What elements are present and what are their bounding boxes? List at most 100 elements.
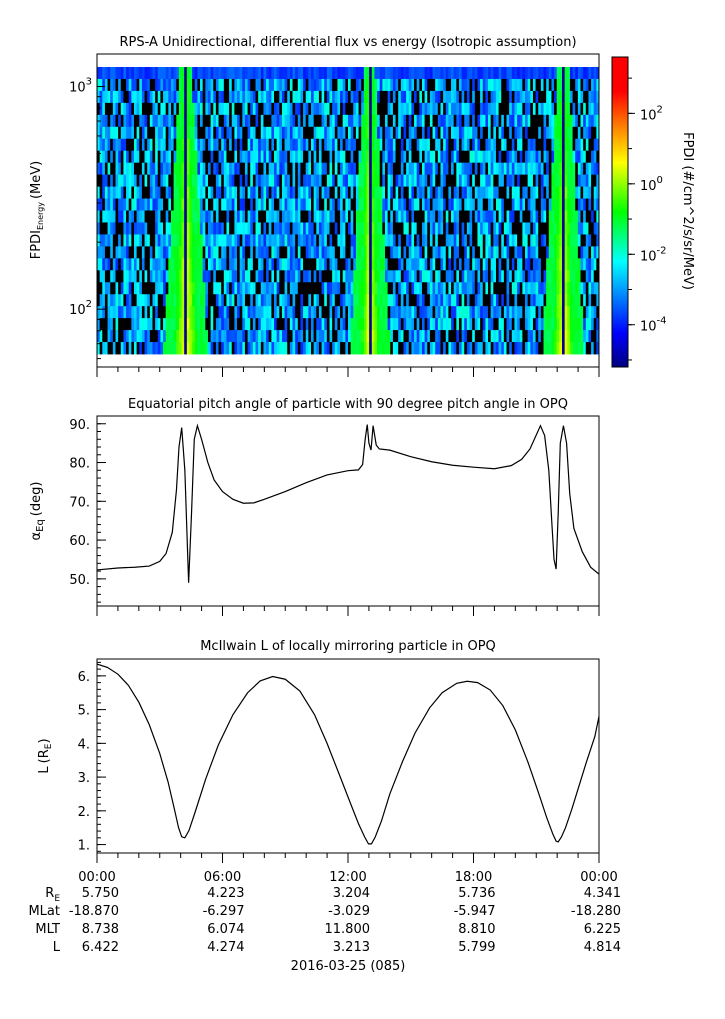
- heatmap-cell: [562, 258, 566, 271]
- heatmap-cell: [514, 210, 518, 223]
- heatmap-cell: [416, 198, 420, 211]
- heatmap-cell: [548, 222, 552, 235]
- heatmap-cell: [303, 222, 307, 235]
- heatmap-cell: [340, 246, 344, 259]
- heatmap-cell: [477, 258, 481, 271]
- heatmap-cell: [448, 306, 452, 319]
- heatmap-cell: [289, 198, 293, 211]
- heatmap-cell: [517, 234, 521, 247]
- heatmap-cell: [569, 258, 573, 271]
- heatmap-cell: [197, 258, 201, 271]
- heatmap-cell: [303, 294, 307, 307]
- heatmap-cell: [583, 67, 587, 80]
- heatmap-cell: [340, 138, 344, 152]
- heatmap-cell: [379, 150, 383, 164]
- heatmap-cell: [519, 342, 523, 355]
- heatmap-cell: [205, 294, 209, 307]
- heatmap-cell: [488, 318, 492, 331]
- heatmap-cell: [178, 90, 182, 104]
- heatmap-cell: [318, 234, 322, 247]
- heatmap-cell: [432, 150, 436, 164]
- heatmap-cell: [366, 222, 370, 235]
- heatmap-cell: [419, 258, 423, 271]
- heatmap-cell: [474, 162, 478, 176]
- heatmap-cell: [247, 126, 251, 140]
- heatmap-cell: [583, 162, 587, 176]
- heatmap-cell: [155, 102, 159, 116]
- heatmap-cell: [139, 306, 143, 319]
- heatmap-cell: [461, 234, 465, 247]
- heatmap-cell: [369, 67, 373, 80]
- heatmap-cell: [318, 138, 322, 152]
- heatmap-cell: [424, 342, 428, 355]
- heatmap-cell: [268, 150, 272, 164]
- heatmap-cell: [480, 306, 484, 319]
- heatmap-cell: [522, 114, 526, 128]
- heatmap-cell: [535, 318, 539, 331]
- heatmap-cell: [274, 186, 278, 199]
- heatmap-cell: [538, 258, 542, 271]
- heatmap-cell: [250, 102, 254, 116]
- heatmap-cell: [464, 246, 468, 259]
- heatmap-cell: [258, 186, 262, 199]
- heatmap-cell: [377, 222, 381, 235]
- y-tick-exp: 3: [86, 77, 92, 88]
- mcilwain-l-line: [97, 663, 599, 845]
- heatmap-cell: [210, 150, 214, 164]
- heatmap-cell: [416, 90, 420, 104]
- heatmap-cell: [141, 222, 145, 235]
- heatmap-cell: [213, 186, 217, 199]
- panel3-ylabel: L(RE): [37, 738, 54, 773]
- heatmap-cell: [215, 234, 219, 247]
- heatmap-cell: [448, 234, 452, 247]
- heatmap-cell: [461, 306, 465, 319]
- heatmap-cell: [440, 150, 444, 164]
- heatmap-cell: [112, 282, 116, 295]
- heatmap-cell: [252, 318, 256, 331]
- heatmap-cell: [170, 150, 175, 164]
- heatmap-cell: [186, 294, 190, 307]
- heatmap-cell: [527, 270, 531, 283]
- heatmap-cell: [443, 126, 447, 140]
- heatmap-cell: [107, 210, 111, 223]
- heatmap-cell: [221, 138, 225, 152]
- heatmap-cell: [115, 114, 119, 128]
- heatmap-cell: [348, 114, 352, 128]
- heatmap-cell: [514, 186, 518, 199]
- heatmap-cell: [437, 210, 441, 223]
- heatmap-cell: [311, 330, 315, 343]
- heatmap-cell: [419, 162, 423, 176]
- heatmap-cell: [575, 138, 579, 152]
- heatmap-cell: [591, 282, 595, 295]
- heatmap-cell: [255, 174, 259, 187]
- heatmap-cell: [303, 234, 307, 247]
- heatmap-cell: [464, 67, 468, 80]
- heatmap-cell: [400, 342, 404, 355]
- heatmap-cell: [530, 210, 534, 223]
- heatmap-cell: [398, 258, 402, 271]
- heatmap-cell: [266, 270, 270, 283]
- heatmap-cell: [337, 306, 341, 319]
- heatmap-cell: [519, 126, 523, 140]
- heatmap-cell: [493, 198, 497, 211]
- heatmap-cell: [128, 234, 132, 247]
- heatmap-cell: [384, 78, 389, 92]
- heatmap-cell: [213, 318, 217, 331]
- heatmap-cell: [178, 282, 182, 295]
- heatmap-cell: [136, 138, 140, 152]
- heatmap-cell: [102, 270, 106, 283]
- heatmap-cell: [107, 330, 111, 343]
- heatmap-cell: [532, 330, 536, 343]
- heatmap-cell: [136, 294, 140, 307]
- heatmap-cell: [387, 270, 391, 283]
- heatmap-cell: [411, 138, 415, 152]
- heatmap-cell: [474, 90, 478, 104]
- heatmap-cell: [474, 282, 478, 295]
- heatmap-cell: [451, 126, 455, 140]
- heatmap-cell: [355, 246, 359, 259]
- heatmap-cell: [168, 198, 172, 211]
- heatmap-cell: [250, 258, 254, 271]
- heatmap-cell: [509, 330, 513, 343]
- heatmap-cell: [585, 67, 589, 80]
- heatmap-cell: [440, 174, 444, 187]
